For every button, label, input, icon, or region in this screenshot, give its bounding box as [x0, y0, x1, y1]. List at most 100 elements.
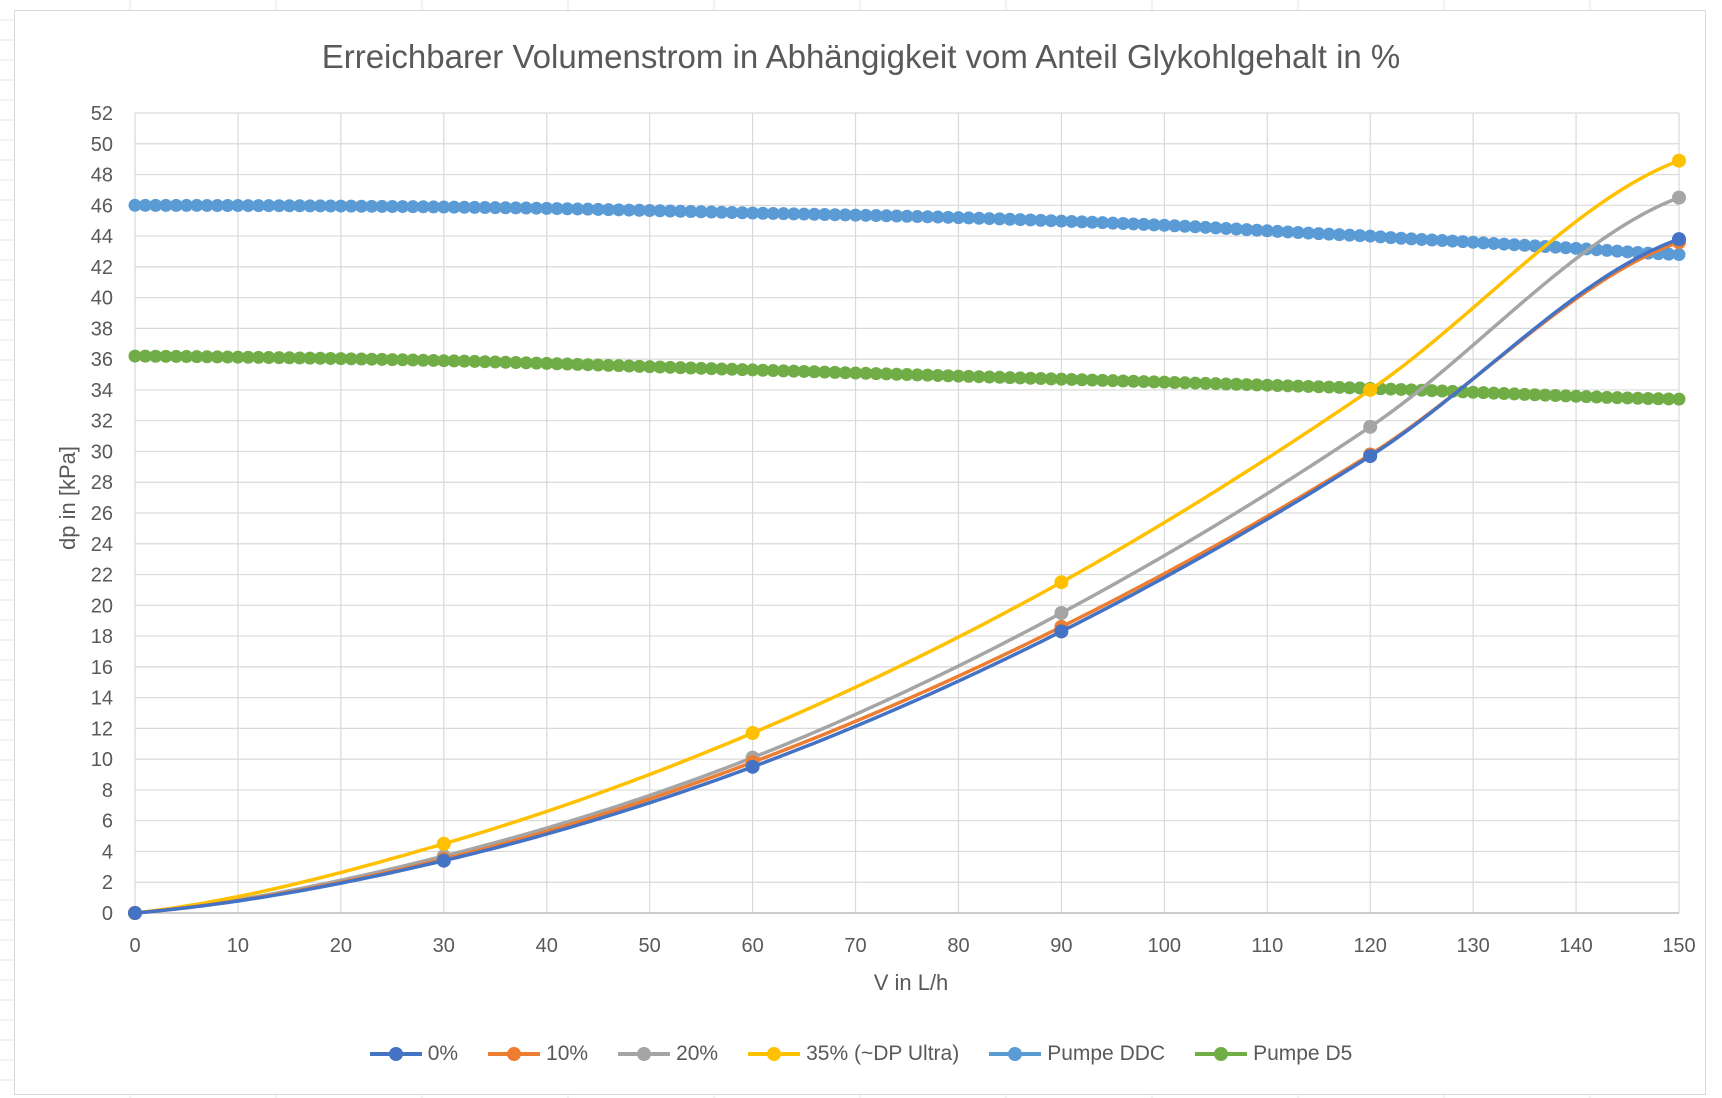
y-tick-label: 52: [91, 103, 113, 125]
data-point: [951, 211, 965, 225]
data-point: [921, 210, 935, 224]
y-tick-label: 28: [91, 472, 113, 494]
data-point: [1415, 232, 1429, 246]
data-point: [282, 351, 296, 365]
data-point: [1137, 217, 1151, 231]
data-point: [663, 204, 677, 218]
data-point: [982, 370, 996, 384]
data-point: [272, 199, 286, 213]
y-tick-label: 34: [91, 380, 113, 402]
data-point: [1168, 219, 1182, 233]
data-point: [859, 366, 873, 380]
data-point: [509, 201, 523, 215]
data-point: [529, 201, 543, 215]
data-point: [663, 360, 677, 374]
legend-item[interactable]: Pumpe DDC: [989, 1042, 1165, 1066]
legend[interactable]: 0% 10% 20% 35% (~DP Ultra) Pumpe DDC Pumpe D5: [0, 1042, 1722, 1066]
data-point: [1075, 373, 1089, 387]
data-point: [550, 202, 564, 216]
data-point: [375, 199, 389, 213]
data-point: [1260, 378, 1274, 392]
data-point: [1610, 244, 1624, 258]
series-5: [128, 349, 1686, 406]
data-point: [1363, 419, 1378, 434]
legend-swatch: [369, 1047, 422, 1061]
data-point: [931, 210, 945, 224]
y-tick-label: 16: [91, 657, 113, 679]
legend-item[interactable]: 35% (~DP Ultra): [748, 1042, 959, 1066]
data-point: [1621, 391, 1635, 405]
data-point: [344, 199, 358, 213]
legend-swatch: [989, 1047, 1042, 1061]
y-tick-label: 10: [91, 749, 113, 771]
series-0: [128, 232, 1686, 920]
data-point: [149, 198, 163, 212]
legend-item[interactable]: 10%: [488, 1042, 588, 1066]
data-point: [838, 366, 852, 380]
data-point: [1219, 221, 1233, 235]
legend-label: 10%: [546, 1042, 589, 1065]
data-point: [252, 199, 266, 213]
data-point: [1662, 247, 1676, 261]
data-point: [1044, 214, 1058, 228]
series-1: [128, 235, 1686, 920]
data-point: [457, 354, 471, 368]
data-point: [447, 200, 461, 214]
y-tick-label: 18: [91, 626, 113, 648]
data-point: [1394, 382, 1408, 396]
data-point: [921, 368, 935, 382]
legend-item[interactable]: 20%: [618, 1042, 718, 1066]
data-point: [488, 355, 502, 369]
data-point: [612, 359, 626, 373]
data-point: [1178, 376, 1192, 390]
data-point: [1312, 227, 1326, 241]
data-point: [694, 361, 708, 375]
x-axis-label: V in L/h: [873, 970, 949, 995]
legend-label: 35% (~DP Ultra): [806, 1042, 960, 1065]
data-point: [1518, 238, 1532, 252]
data-point: [303, 199, 317, 213]
data-point: [344, 352, 358, 366]
gridlines: [134, 112, 1680, 914]
data-point: [972, 211, 986, 225]
data-point: [776, 364, 790, 378]
x-tick-label: 150: [1662, 935, 1695, 957]
data-point: [499, 201, 513, 215]
data-point: [622, 359, 636, 373]
data-point: [1569, 241, 1583, 255]
legend-label: Pumpe D5: [1253, 1042, 1353, 1065]
data-point: [1116, 217, 1130, 231]
legend-swatch-marker: [1008, 1047, 1023, 1061]
data-point: [818, 365, 832, 379]
chart-area[interactable]: [14, 10, 1706, 1095]
legend-item[interactable]: 0%: [369, 1042, 458, 1066]
data-point: [1569, 389, 1583, 403]
data-point: [406, 200, 420, 214]
data-point: [519, 356, 533, 370]
data-point: [447, 354, 461, 368]
data-point: [1672, 392, 1686, 406]
data-point: [334, 199, 348, 213]
data-point: [406, 353, 420, 367]
data-point: [1188, 220, 1202, 234]
data-point: [1106, 216, 1120, 230]
data-point: [1507, 387, 1521, 401]
x-tick-label: 100: [1148, 935, 1181, 957]
data-point: [591, 358, 605, 372]
data-point: [1116, 374, 1130, 388]
data-point: [1250, 378, 1264, 392]
data-point: [365, 352, 379, 366]
data-point: [1384, 382, 1398, 396]
data-point: [818, 207, 832, 221]
y-tick-label: 4: [102, 841, 113, 863]
data-point: [766, 364, 780, 378]
legend-item[interactable]: Pumpe D5: [1195, 1042, 1352, 1066]
y-tick-label: 36: [91, 349, 113, 371]
data-point: [221, 350, 235, 364]
data-point: [159, 198, 173, 212]
series-3: [128, 153, 1686, 920]
series-line: [134, 159, 1680, 915]
x-tick-label: 140: [1559, 935, 1592, 957]
data-point: [756, 363, 770, 377]
data-point: [807, 207, 821, 221]
